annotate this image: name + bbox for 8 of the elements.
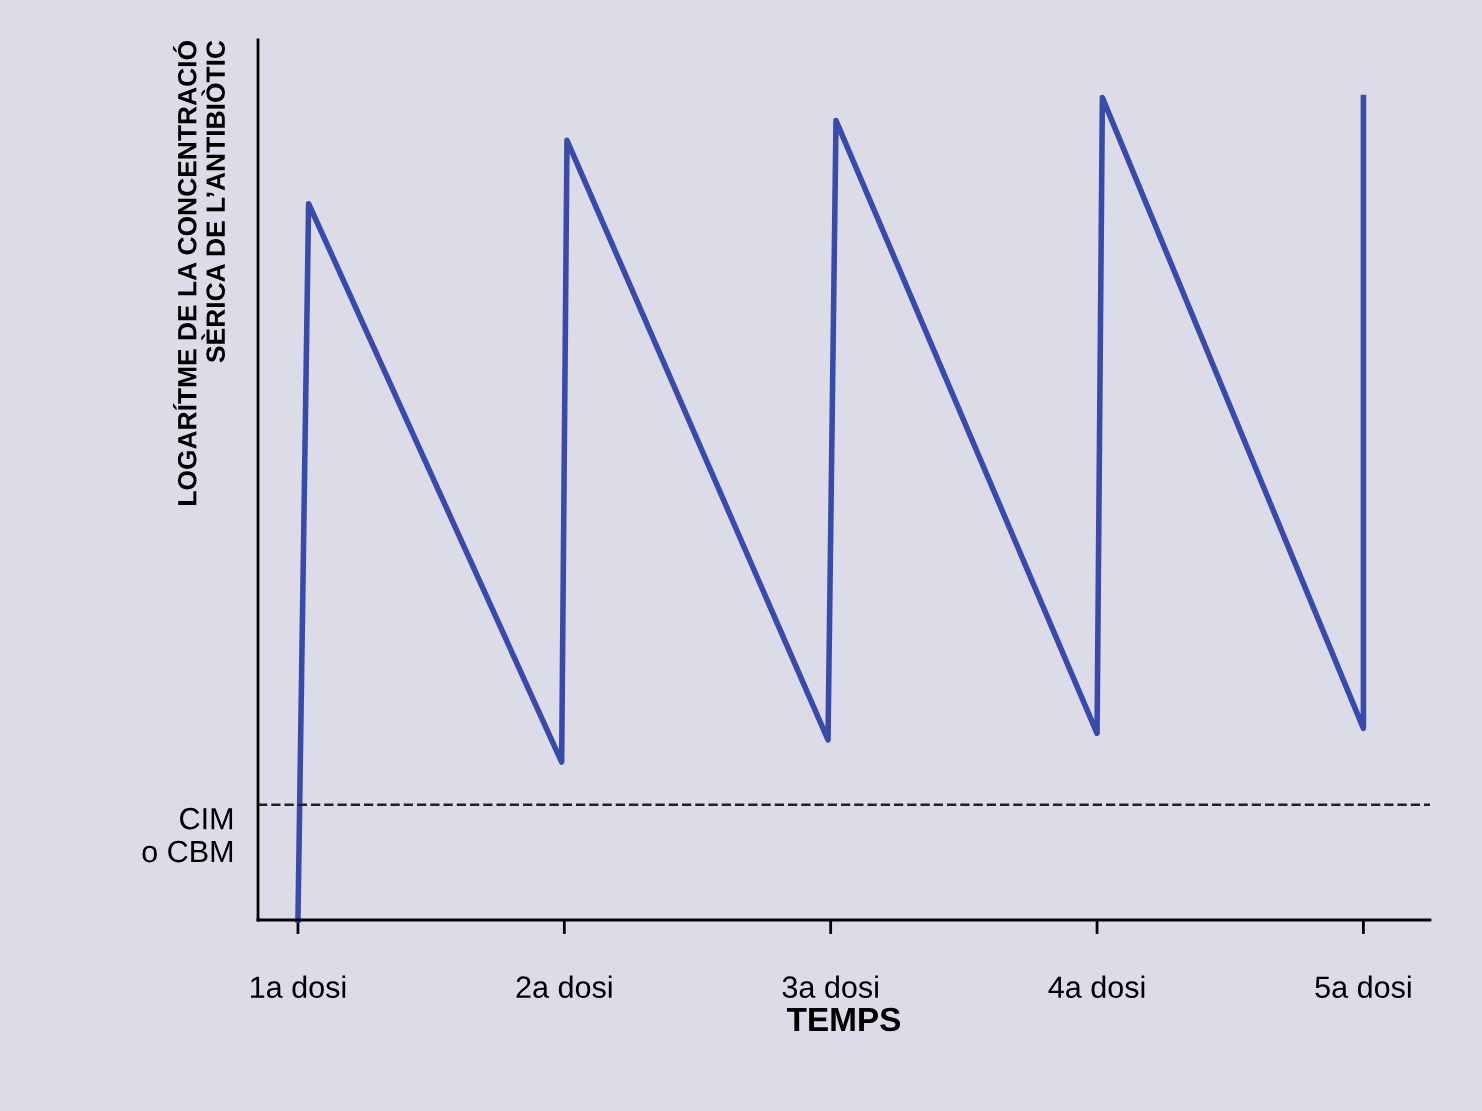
x-tick-label: 4a dosi xyxy=(1048,975,1145,998)
x-tick-label: 1a dosi xyxy=(251,975,346,998)
x-axis-title: TEMPS xyxy=(786,1007,901,1032)
x-tick-label: 2a dosi xyxy=(516,975,612,998)
ref-line-label: CIM o CBM xyxy=(142,807,233,863)
x-tick-label: 5a dosi xyxy=(1315,975,1411,998)
x-tick-label: 3a dosi xyxy=(782,975,878,998)
y-axis-title: LOGARÍTME DE LA CONCENTRACIÓ SÈRICA DE L’ANTIBIÒTIC xyxy=(172,40,226,505)
